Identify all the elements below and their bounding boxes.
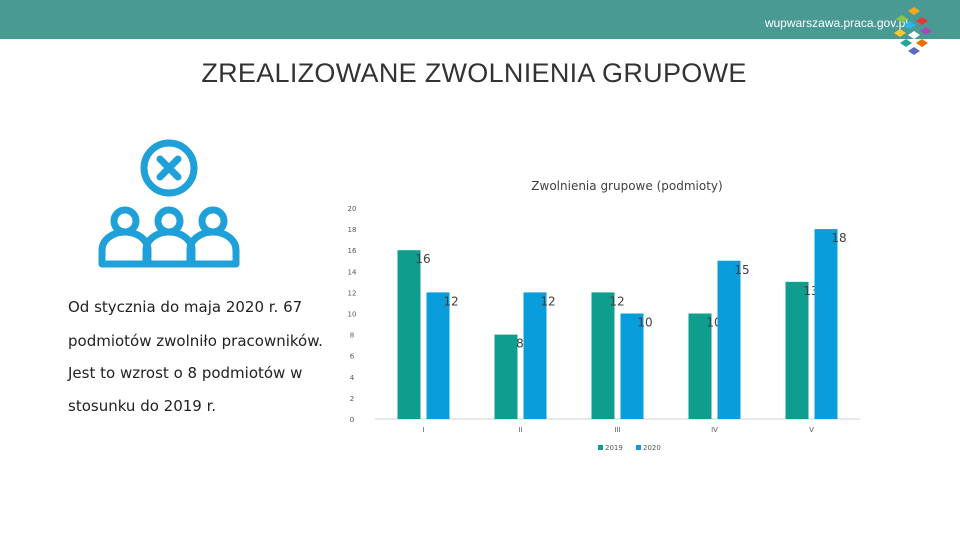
y-tick-label: 14 <box>348 268 357 276</box>
people-with-cross-icon <box>98 139 240 268</box>
data-label: 18 <box>831 231 846 245</box>
data-label: 12 <box>609 294 624 308</box>
statement-line: Od stycznia do maja 2020 r. 67 <box>68 298 303 316</box>
x-tick-label: II <box>518 426 522 434</box>
data-label: 15 <box>734 263 749 277</box>
y-tick-label: 8 <box>350 332 354 340</box>
y-tick-label: 6 <box>350 353 355 361</box>
data-label: 12 <box>443 294 458 308</box>
x-tick-label: V <box>809 426 814 434</box>
y-tick-label: 16 <box>348 247 357 255</box>
bar-2019-I <box>397 250 421 419</box>
data-label: 10 <box>637 316 652 330</box>
site-url[interactable]: wupwarszawa.praca.gov.pl <box>764 16 908 30</box>
chart-title: Zwolnienia grupowe (podmioty) <box>531 179 722 193</box>
header-bar: wupwarszawa.praca.gov.pl <box>0 0 960 39</box>
bar-2020-III <box>620 313 644 419</box>
bar-2019-IV <box>688 313 712 419</box>
y-tick-label: 0 <box>350 416 354 424</box>
bar-2019-V <box>785 281 809 419</box>
legend-swatch <box>636 445 641 450</box>
bar-2020-II <box>523 292 547 419</box>
statement-line: podmiotów zwolniło pracowników. <box>68 332 323 350</box>
colorful-cubes-logo-icon <box>894 7 932 55</box>
bar-2020-V <box>814 229 838 419</box>
statement-line: Jest to wzrost o 8 podmiotów w <box>68 364 303 382</box>
y-tick-label: 2 <box>350 395 354 403</box>
data-label: 16 <box>415 252 430 266</box>
y-tick-label: 4 <box>350 374 355 382</box>
data-label: 12 <box>540 294 555 308</box>
legend-label: 2020 <box>643 444 661 452</box>
bar-2020-I <box>426 292 450 419</box>
legend-swatch <box>598 445 603 450</box>
slide-title: ZREALIZOWANE ZWOLNIENIA GRUPOWE <box>201 58 747 88</box>
y-tick-label: 12 <box>348 289 357 297</box>
bar-2020-IV <box>717 260 741 419</box>
y-tick-label: 10 <box>348 311 357 319</box>
y-tick-label: 18 <box>348 226 357 234</box>
data-label: 8 <box>516 337 524 351</box>
bar-chart: Zwolnienia grupowe (podmioty) 0 2 4 6 8 10 12 1… <box>348 179 860 452</box>
x-tick-label: IV <box>711 426 718 434</box>
bar-2019-II <box>494 334 518 419</box>
y-tick-label: 20 <box>348 205 357 213</box>
legend-label: 2019 <box>605 444 623 452</box>
statement-line: stosunku do 2019 r. <box>68 397 217 415</box>
x-tick-label: I <box>422 426 424 434</box>
bar-2019-III <box>591 292 615 419</box>
x-tick-label: III <box>614 426 620 434</box>
